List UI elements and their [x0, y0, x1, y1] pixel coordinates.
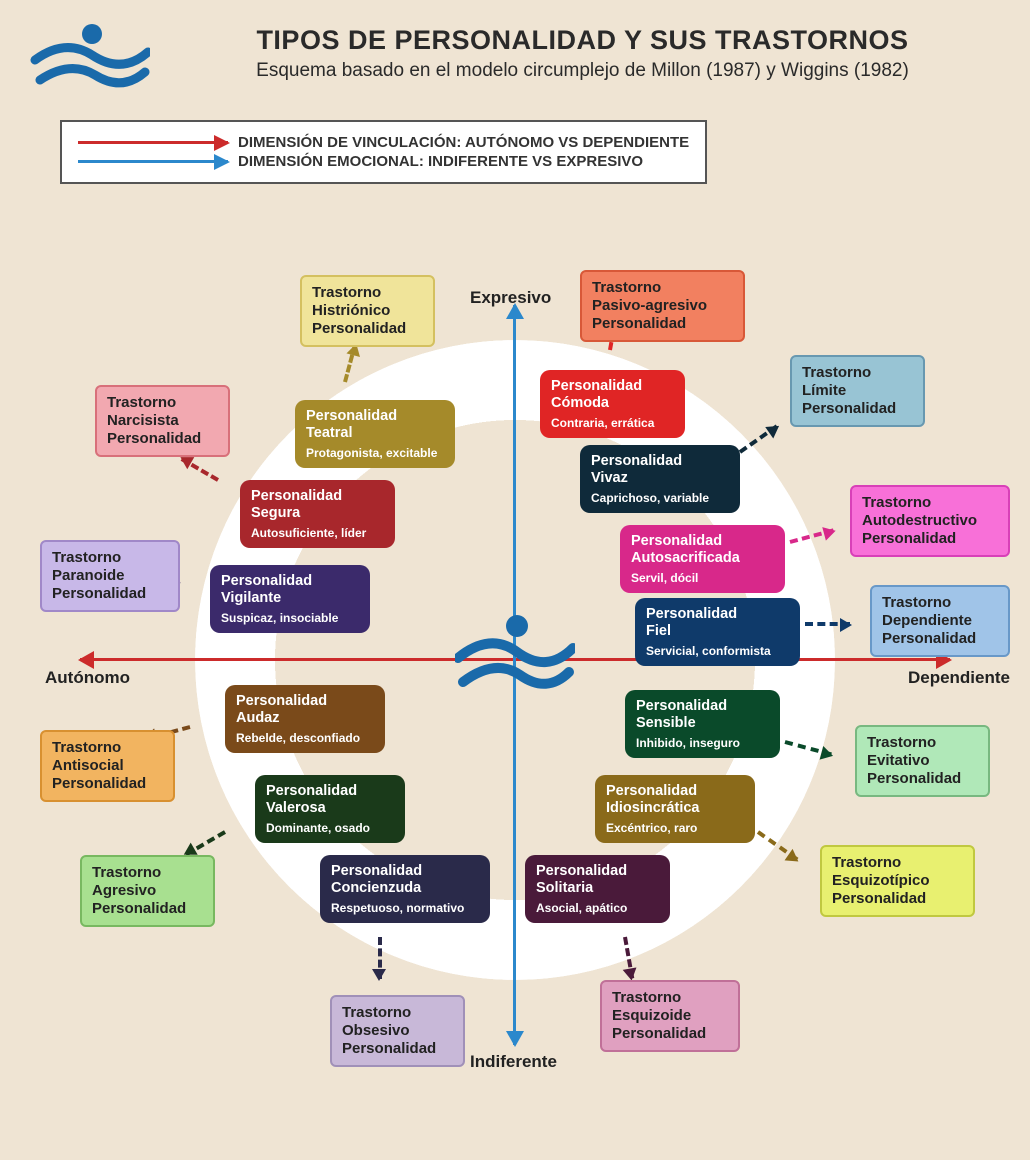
legend-row-vinculacion: DIMENSIÓN DE VINCULACIÓN: AUTÓNOMO VS DE…: [78, 134, 689, 151]
personality-fiel: PersonalidadFielServicial, conformista: [635, 598, 800, 666]
connector-valerosa-agresivo: [185, 830, 226, 856]
disorder-histrionico: TrastornoHistriónicoPersonalidad: [300, 275, 435, 347]
disorder-obsesivo: TrastornoObsesivoPersonalidad: [330, 995, 465, 1067]
legend-row-emocional: DIMENSIÓN EMOCIONAL: INDIFERENTE VS EXPR…: [78, 153, 689, 170]
disorder-autodestructivo: TrastornoAutodestructivoPersonalidad: [850, 485, 1010, 557]
disorder-paranoide: TrastornoParanoidePersonalidad: [40, 540, 180, 612]
personality-teatral: PersonalidadTeatralProtagonista, excitab…: [295, 400, 455, 468]
center-logo-icon: [455, 610, 575, 705]
axis-label-top: Expresivo: [470, 288, 551, 308]
disorder-evitativo: TrastornoEvitativoPersonalidad: [855, 725, 990, 797]
legend: DIMENSIÓN DE VINCULACIÓN: AUTÓNOMO VS DE…: [60, 120, 707, 184]
disorder-dependiente: TrastornoDependientePersonalidad: [870, 585, 1010, 657]
connector-concienzuda-obsesivo: [378, 937, 382, 979]
legend-arrow-red: [78, 141, 228, 144]
personality-comoda: PersonalidadCómodaContraria, errática: [540, 370, 685, 438]
personality-solitaria: PersonalidadSolitariaAsocial, apático: [525, 855, 670, 923]
personality-concienzuda: PersonalidadConcienzudaRespetuoso, norma…: [320, 855, 490, 923]
disorder-pasivo: TrastornoPasivo-agresivoPersonalidad: [580, 270, 745, 342]
page-subtitle: Esquema basado en el modelo circumplejo …: [165, 60, 1000, 82]
page-title: TIPOS DE PERSONALIDAD Y SUS TRASTORNOS: [165, 25, 1000, 56]
diagram-stage: Autónomo Dependiente Expresivo Indiferen…: [0, 240, 1030, 1140]
disorder-antisocial: TrastornoAntisocialPersonalidad: [40, 730, 175, 802]
personality-vivaz: PersonalidadVivazCaprichoso, variable: [580, 445, 740, 513]
connector-segura-narcisista: [181, 457, 219, 481]
logo-icon: [30, 20, 150, 100]
disorder-esquizotipico: TrastornoEsquizotípicoPersonalidad: [820, 845, 975, 917]
axis-label-bottom: Indiferente: [470, 1052, 557, 1072]
disorder-narcisista: TrastornoNarcisistaPersonalidad: [95, 385, 230, 457]
personality-vigilante: PersonalidadVigilanteSuspicaz, insociabl…: [210, 565, 370, 633]
legend-text-2: DIMENSIÓN EMOCIONAL: INDIFERENTE VS EXPR…: [238, 153, 643, 170]
disorder-esquizoide: TrastornoEsquizoidePersonalidad: [600, 980, 740, 1052]
personality-sensible: PersonalidadSensibleInhibido, inseguro: [625, 690, 780, 758]
personality-idiosincratica: PersonalidadIdiosincráticaExcéntrico, ra…: [595, 775, 755, 843]
header: TIPOS DE PERSONALIDAD Y SUS TRASTORNOS E…: [0, 0, 1030, 110]
legend-arrow-blue: [78, 160, 228, 163]
connector-fiel-dependiente: [805, 622, 850, 626]
axis-label-left: Autónomo: [45, 668, 130, 688]
legend-text-1: DIMENSIÓN DE VINCULACIÓN: AUTÓNOMO VS DE…: [238, 134, 689, 151]
disorder-limite: TrastornoLímitePersonalidad: [790, 355, 925, 427]
disorder-agresivo: TrastornoAgresivoPersonalidad: [80, 855, 215, 927]
personality-audaz: PersonalidadAudazRebelde, desconfiado: [225, 685, 385, 753]
personality-segura: PersonalidadSeguraAutosuficiente, líder: [240, 480, 395, 548]
personality-valerosa: PersonalidadValerosaDominante, osado: [255, 775, 405, 843]
axis-label-right: Dependiente: [908, 668, 1010, 688]
connector-teatral-histrionico: [343, 345, 357, 383]
personality-autosacrificada: PersonalidadAutosacrificadaServil, dócil: [620, 525, 785, 593]
